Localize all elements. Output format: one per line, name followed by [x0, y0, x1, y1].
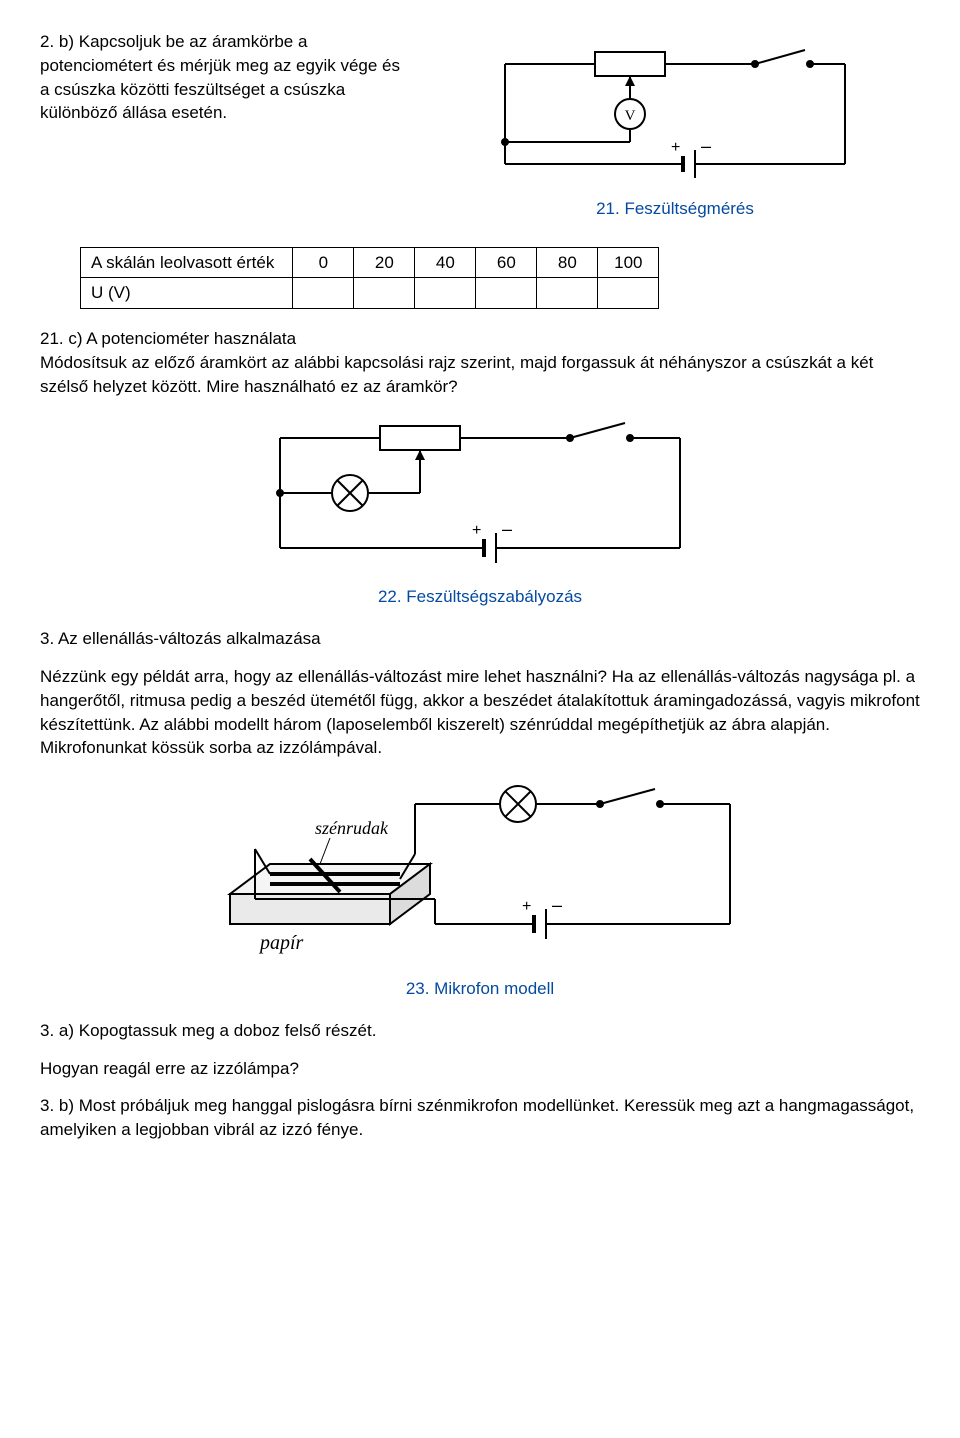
table-cell — [537, 278, 598, 309]
figure-21: V + – — [430, 44, 920, 191]
table-cell: 40 — [415, 247, 476, 278]
table-row1-label: A skálán leolvasott érték — [81, 247, 293, 278]
table-row2-label: U (V) — [81, 278, 293, 309]
heading-3: 3. Az ellenállás-változás alkalmazása — [40, 627, 920, 651]
label-szenrudak: szénrudak — [315, 818, 389, 838]
table-cell — [293, 278, 354, 309]
caption-22: 22. Feszültségszabályozás — [40, 585, 920, 609]
table-cell — [598, 278, 659, 309]
svg-text:–: – — [701, 136, 711, 156]
para-3: Nézzünk egy példát arra, hogy az ellenál… — [40, 665, 920, 760]
figure-23: szénrudak papír — [40, 774, 920, 971]
para-3b: 3. b) Most próbáljuk meg hanggal pislogá… — [40, 1094, 920, 1142]
table-cell: 60 — [476, 247, 537, 278]
svg-text:+: + — [472, 522, 481, 539]
para-2b: 2. b) Kapcsoljuk be az áramkörbe a poten… — [40, 30, 400, 125]
table-cell: 100 — [598, 247, 659, 278]
para-2c: 21. c) A potenciométer használata Módosí… — [40, 327, 920, 398]
table-cell: 20 — [354, 247, 415, 278]
caption-21: 21. Feszültségmérés — [430, 197, 920, 221]
label-papir: papír — [258, 932, 304, 954]
table-cell — [415, 278, 476, 309]
svg-text:V: V — [625, 108, 636, 124]
question-1: Hogyan reagál erre az izzólámpa? — [40, 1057, 920, 1081]
para-3a: 3. a) Kopogtassuk meg a doboz felső rész… — [40, 1019, 920, 1043]
svg-text:+: + — [671, 139, 680, 156]
svg-text:–: – — [502, 519, 512, 539]
table-cell — [476, 278, 537, 309]
caption-23: 23. Mikrofon modell — [40, 977, 920, 1001]
table-cell: 80 — [537, 247, 598, 278]
table-cell — [354, 278, 415, 309]
svg-text:+: + — [522, 898, 531, 915]
svg-text:–: – — [552, 895, 562, 915]
table-cell: 0 — [293, 247, 354, 278]
measurement-table: A skálán leolvasott érték 0 20 40 60 80 … — [80, 247, 659, 310]
figure-22: + – — [40, 413, 920, 580]
